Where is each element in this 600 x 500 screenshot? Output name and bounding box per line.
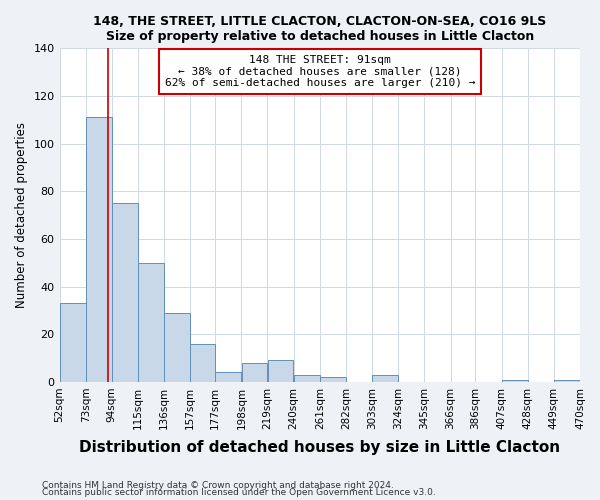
Y-axis label: Number of detached properties: Number of detached properties [15, 122, 28, 308]
Bar [86, 118, 112, 382]
Bar [294, 375, 320, 382]
Bar [164, 313, 190, 382]
X-axis label: Distribution of detached houses by size in Little Clacton: Distribution of detached houses by size … [79, 440, 560, 455]
Bar [138, 263, 164, 382]
Text: Contains HM Land Registry data © Crown copyright and database right 2024.: Contains HM Land Registry data © Crown c… [42, 480, 394, 490]
Bar [60, 304, 86, 382]
Bar [554, 380, 580, 382]
Text: 148 THE STREET: 91sqm
← 38% of detached houses are smaller (128)
62% of semi-det: 148 THE STREET: 91sqm ← 38% of detached … [164, 55, 475, 88]
Bar [215, 372, 241, 382]
Bar [112, 203, 138, 382]
Text: Contains public sector information licensed under the Open Government Licence v3: Contains public sector information licen… [42, 488, 436, 497]
Title: 148, THE STREET, LITTLE CLACTON, CLACTON-ON-SEA, CO16 9LS
Size of property relat: 148, THE STREET, LITTLE CLACTON, CLACTON… [93, 15, 547, 43]
Bar [242, 363, 267, 382]
Bar [190, 344, 215, 382]
Bar [372, 375, 398, 382]
Bar [268, 360, 293, 382]
Bar [320, 377, 346, 382]
Bar [502, 380, 527, 382]
